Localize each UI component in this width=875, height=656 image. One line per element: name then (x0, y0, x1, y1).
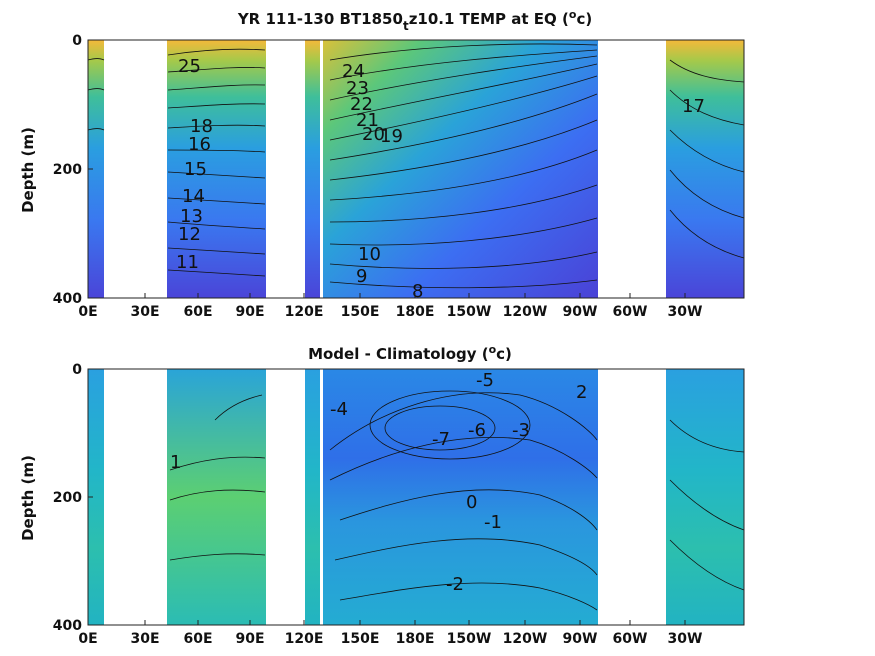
bottom-xtick-30W: 30W (668, 631, 703, 647)
bottom-atlantic-east (88, 369, 104, 625)
top-xtick-0E: 0E (78, 304, 97, 320)
top-xtick-60W: 60W (613, 304, 648, 320)
top-xtick-30E: 30E (130, 304, 159, 320)
contour-label-8: 8 (412, 281, 423, 302)
bottom-indian (167, 369, 266, 625)
contour-label-19: 19 (380, 126, 403, 147)
top-xtick-60E: 60E (183, 304, 212, 320)
bottom-panel: Model - Climatology (oc) Depth (m) -7 -6 (19, 343, 745, 647)
bottom-ytick-0: 0 (72, 362, 82, 378)
contour-label-13: 13 (180, 206, 203, 227)
contour-label-1: 1 (170, 452, 181, 473)
top-title: YR 111-130 BT1850tz10.1 TEMP at EQ (oc) (237, 8, 592, 33)
bottom-xtick-0E: 0E (78, 631, 97, 647)
top-xtick-120W: 120W (503, 304, 548, 320)
contour-label-18: 18 (190, 116, 213, 137)
bottom-strait (305, 369, 320, 625)
top-xtick-180E: 180E (396, 304, 435, 320)
top-ylabel: Depth (m) (19, 127, 37, 213)
bottom-xtick-60W: 60W (613, 631, 648, 647)
bottom-xtick-90W: 90W (563, 631, 598, 647)
top-pacific (323, 40, 598, 298)
contour-label-neg6: -6 (468, 420, 486, 441)
bottom-ytick-200: 200 (53, 490, 82, 506)
bottom-ytick-400: 400 (53, 618, 82, 634)
contour-label-16: 16 (188, 134, 211, 155)
top-ticks: 0E 30E 60E 90E 120E 150E 180E 150W 120W 90W 60W 30W… (53, 33, 703, 320)
top-atlantic-east (88, 40, 104, 298)
top-contours (87, 43, 745, 289)
contour-label-2: 2 (576, 382, 587, 403)
bottom-xtick-60E: 60E (183, 631, 212, 647)
bottom-ticks: 0E 30E 60E 90E 120E 150E 180E 150W 120W 90W 60W 30W… (53, 362, 703, 647)
top-atlantic-west (666, 40, 744, 298)
contour-label-11: 11 (176, 252, 199, 273)
contour-label-20: 20 (362, 124, 385, 145)
bottom-contour-labels: -7 -6 -5 -4 -3 -2 -1 0 1 2 (170, 370, 587, 595)
contour-label-12: 12 (178, 224, 201, 245)
top-ytick-0: 0 (72, 33, 82, 49)
bottom-ylabel: Depth (m) (19, 455, 37, 541)
contour-label-neg2: -2 (446, 574, 464, 595)
top-ytick-400: 400 (53, 291, 82, 307)
contour-label-23: 23 (346, 78, 369, 99)
top-xtick-90E: 90E (235, 304, 264, 320)
top-xtick-30W: 30W (668, 304, 703, 320)
bottom-title: Model - Climatology (oc) (308, 343, 512, 363)
contour-label-neg7: -7 (432, 429, 450, 450)
bottom-xtick-150E: 150E (341, 631, 380, 647)
contour-label-25: 25 (178, 56, 201, 77)
contour-label-14: 14 (182, 186, 205, 207)
top-xtick-150E: 150E (341, 304, 380, 320)
top-panel: YR 111-130 BT1850tz10.1 TEMP at EQ (oc) … (19, 8, 745, 320)
bottom-xtick-120W: 120W (503, 631, 548, 647)
top-strait (305, 40, 320, 298)
top-xtick-150W: 150W (447, 304, 492, 320)
bottom-xtick-90E: 90E (235, 631, 264, 647)
contour-label-neg3: -3 (512, 420, 530, 441)
contour-label-21: 21 (356, 110, 379, 131)
contour-label-15: 15 (184, 159, 207, 180)
bottom-xtick-30E: 30E (130, 631, 159, 647)
top-ytick-200: 200 (53, 162, 82, 178)
contour-label-10: 10 (358, 244, 381, 265)
contour-label-neg4: -4 (330, 399, 348, 420)
contour-label-9: 9 (356, 266, 367, 287)
contour-label-neg1: -1 (484, 512, 502, 533)
contour-label-24: 24 (342, 61, 365, 82)
top-xtick-90W: 90W (563, 304, 598, 320)
bottom-xtick-150W: 150W (447, 631, 492, 647)
bottom-pacific (323, 369, 598, 625)
bottom-xtick-120E: 120E (285, 631, 324, 647)
contour-label-0: 0 (466, 492, 477, 513)
bottom-xtick-180E: 180E (396, 631, 435, 647)
top-contour-labels: 25 24 23 22 21 20 19 18 17 16 15 14 13 1… (176, 56, 705, 302)
contour-label-17: 17 (682, 96, 705, 117)
top-indian (167, 40, 266, 298)
contour-label-22: 22 (350, 94, 373, 115)
top-xtick-120E: 120E (285, 304, 324, 320)
bottom-contours (169, 390, 745, 611)
bottom-atlantic-west (666, 369, 744, 625)
contour-label-neg5: -5 (476, 370, 494, 391)
